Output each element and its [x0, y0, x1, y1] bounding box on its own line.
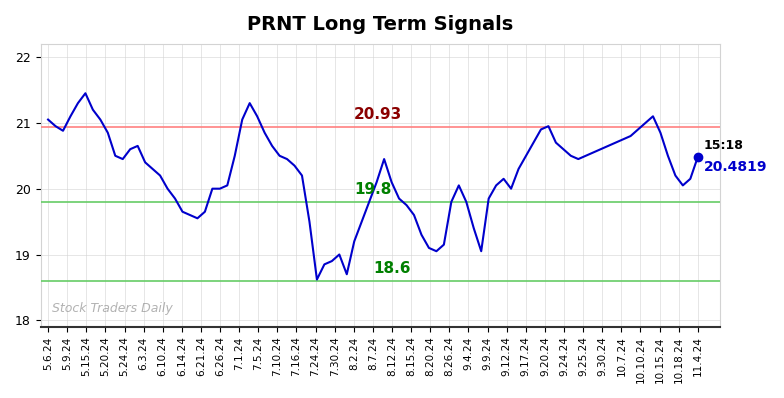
Text: 20.4819: 20.4819: [704, 160, 768, 174]
Text: 19.8: 19.8: [354, 181, 391, 197]
Text: 18.6: 18.6: [373, 261, 411, 275]
Text: 15:18: 15:18: [704, 139, 744, 152]
Title: PRNT Long Term Signals: PRNT Long Term Signals: [247, 15, 514, 34]
Text: 20.93: 20.93: [354, 107, 402, 122]
Text: Stock Traders Daily: Stock Traders Daily: [52, 302, 172, 315]
